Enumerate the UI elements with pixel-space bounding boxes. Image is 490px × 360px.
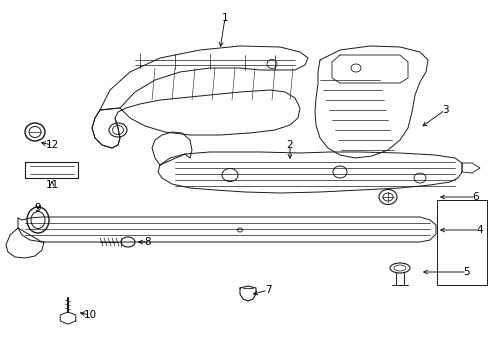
Text: 12: 12	[46, 140, 59, 150]
Text: 7: 7	[265, 285, 271, 295]
Text: 6: 6	[473, 192, 479, 202]
Text: 10: 10	[83, 310, 97, 320]
Text: 4: 4	[477, 225, 483, 235]
Text: 11: 11	[46, 180, 59, 190]
Text: 5: 5	[464, 267, 470, 277]
Text: 8: 8	[145, 237, 151, 247]
Text: 3: 3	[441, 105, 448, 115]
Text: 2: 2	[287, 140, 294, 150]
Text: 9: 9	[35, 203, 41, 213]
Text: 1: 1	[221, 13, 228, 23]
